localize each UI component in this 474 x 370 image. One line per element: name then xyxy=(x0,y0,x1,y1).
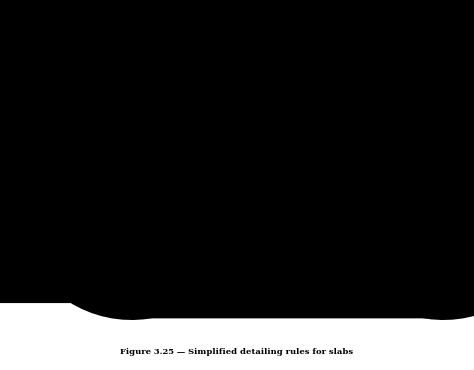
Text: 100 %: 100 % xyxy=(329,46,353,55)
Text: 100 %: 100 % xyxy=(226,131,249,140)
Text: 40 %: 40 % xyxy=(147,39,167,48)
Text: is the effective depth;: is the effective depth; xyxy=(90,242,174,251)
Text: Face of support: Face of support xyxy=(195,202,254,212)
Text: $\dfrac{l}{2}\geq\varnothing\,45$: $\dfrac{l}{2}\geq\varnothing\,45$ xyxy=(165,128,205,149)
Text: Figure 3.25 — Simplified detailing rules for slabs: Figure 3.25 — Simplified detailing rules… xyxy=(120,348,354,356)
Text: Mid
span: Mid span xyxy=(421,21,439,40)
Text: $l$: $l$ xyxy=(285,203,290,215)
Text: Face of support: Face of support xyxy=(253,77,312,87)
Text: b) Simply supported end: b) Simply supported end xyxy=(30,88,124,97)
Text: NOTE: NOTE xyxy=(28,242,49,251)
Text: $\leq\dfrac{d}{2}$: $\leq\dfrac{d}{2}$ xyxy=(181,54,200,74)
Text: $\leq\dfrac{d}{2}$: $\leq\dfrac{d}{2}$ xyxy=(155,105,174,126)
Bar xyxy=(216,17,228,66)
Bar xyxy=(159,140,177,193)
Text: is the effective span;: is the effective span; xyxy=(90,254,170,263)
Text: $\varphi$: $\varphi$ xyxy=(78,266,85,277)
Text: $l$: $l$ xyxy=(78,254,82,265)
Text: 0.1$l$: 0.1$l$ xyxy=(190,10,206,21)
Text: Reinforcement for
max. moment: Reinforcement for max. moment xyxy=(421,57,474,76)
Text: Reinforcement for
max. moment: Reinforcement for max. moment xyxy=(123,130,143,199)
Text: Ø 12 or equivalent
anchorage: Ø 12 or equivalent anchorage xyxy=(58,19,129,39)
Text: $d$: $d$ xyxy=(78,242,85,253)
Text: is the bar size.: is the bar size. xyxy=(90,266,146,275)
Text: 50 %: 50 % xyxy=(330,152,350,161)
Text: c) Cantilever: c) Cantilever xyxy=(30,219,79,228)
